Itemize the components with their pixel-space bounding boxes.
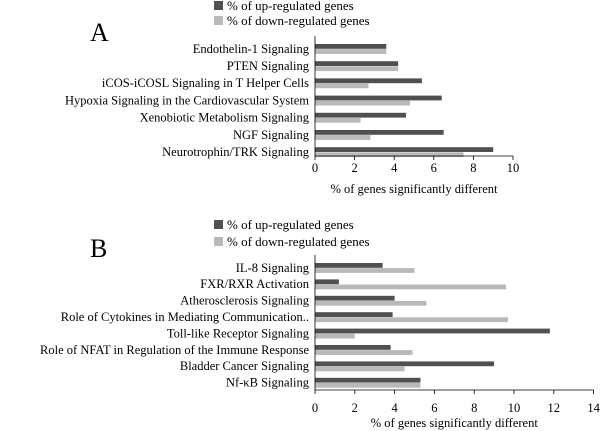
bar-up-1 — [315, 61, 399, 66]
bar-up-0 — [315, 44, 387, 49]
bar-up-5 — [315, 130, 444, 135]
bar-down-1 — [315, 284, 507, 290]
category-label: IL-8 Signaling — [236, 261, 310, 275]
bar-down-3 — [315, 317, 509, 323]
x-tick-label: 6 — [431, 161, 437, 175]
chart-panel-A: A % of up-regulated genes% of down-regula… — [65, 0, 519, 196]
category-label: iCOS-iCOSL Signaling in T Helper Cells — [102, 76, 309, 90]
bar-up-3 — [315, 312, 393, 317]
x-tick-label: 10 — [508, 401, 521, 415]
bar-down-5 — [315, 135, 371, 140]
bar-down-2 — [315, 300, 427, 306]
bar-down-0 — [315, 49, 387, 54]
x-axis-title: % of genes significantly different — [330, 182, 498, 196]
bar-up-2 — [315, 295, 395, 301]
bar-down-6 — [315, 152, 464, 158]
x-axis-title: % of genes significantly different — [371, 416, 539, 430]
category-label: Neurotrophin/TRK Signaling — [162, 145, 310, 159]
bar-down-4 — [315, 333, 355, 339]
x-tick-label: 10 — [507, 161, 520, 175]
x-tick-label: 4 — [391, 161, 398, 175]
x-tick-label: 6 — [431, 401, 437, 415]
category-label: Xenobiotic Metabolism Signaling — [140, 111, 310, 125]
category-label: Nf-κB Signaling — [226, 376, 310, 390]
category-label: Atherosclerosis Signaling — [180, 294, 310, 308]
bar-up-6 — [315, 147, 494, 152]
bar-down-0 — [315, 268, 415, 273]
category-label: Toll-like Receptor Signaling — [167, 326, 310, 340]
chart-panel-B: B % of up-regulated genes % of down-regula… — [40, 217, 600, 430]
category-label: Endothelin-1 Signaling — [193, 42, 310, 56]
category-label: FXR/RXR Activation — [200, 277, 309, 291]
bar-down-2 — [315, 83, 369, 89]
x-tick-label: 4 — [391, 401, 398, 415]
bar-up-5 — [315, 345, 391, 350]
legend-swatch-down — [214, 237, 223, 246]
bar-up-2 — [315, 78, 422, 84]
legend-label-down: % of down-regulated genes — [227, 234, 370, 249]
bar-up-1 — [315, 279, 339, 285]
bar-up-7 — [315, 377, 421, 383]
bar-down-4 — [315, 117, 361, 123]
x-tick-label: 8 — [470, 161, 476, 175]
category-label: Role of Cytokines in Mediating Communica… — [61, 310, 309, 324]
legend-label-up: % of up-regulated genes — [227, 0, 354, 13]
panel-letter: A — [90, 18, 109, 47]
x-tick-label: 0 — [312, 161, 318, 175]
bar-up-0 — [315, 263, 383, 268]
legend-swatch-up — [214, 1, 223, 10]
legend-swatch-up — [214, 220, 223, 229]
bar-up-4 — [315, 328, 550, 334]
legend-label-down: % of down-regulated genes — [227, 13, 370, 28]
bar-down-3 — [315, 100, 411, 106]
x-tick-label: 0 — [312, 401, 318, 415]
legend-swatch-down — [214, 16, 223, 25]
bar-up-3 — [315, 95, 442, 101]
category-label: NGF Signaling — [233, 128, 310, 142]
panel-letter: B — [90, 234, 107, 263]
bar-down-6 — [315, 366, 405, 372]
category-label: Hypoxia Signaling in the Cardiovascular … — [65, 93, 309, 107]
bar-down-5 — [315, 350, 413, 355]
x-tick-label: 2 — [351, 161, 357, 175]
bar-down-1 — [315, 66, 399, 72]
category-label: Role of NFAT in Regulation of the Immune… — [40, 343, 309, 357]
category-label: PTEN Signaling — [227, 59, 310, 73]
category-label: Bladder Cancer Signaling — [180, 359, 310, 373]
x-tick-label: 2 — [352, 401, 358, 415]
x-tick-label: 14 — [587, 401, 600, 415]
bar-up-4 — [315, 112, 407, 118]
bar-down-7 — [315, 382, 421, 388]
legend-label-up: % of up-regulated genes — [227, 217, 354, 232]
bar-up-6 — [315, 361, 495, 367]
x-tick-label: 8 — [471, 401, 477, 415]
x-tick-label: 12 — [548, 401, 561, 415]
